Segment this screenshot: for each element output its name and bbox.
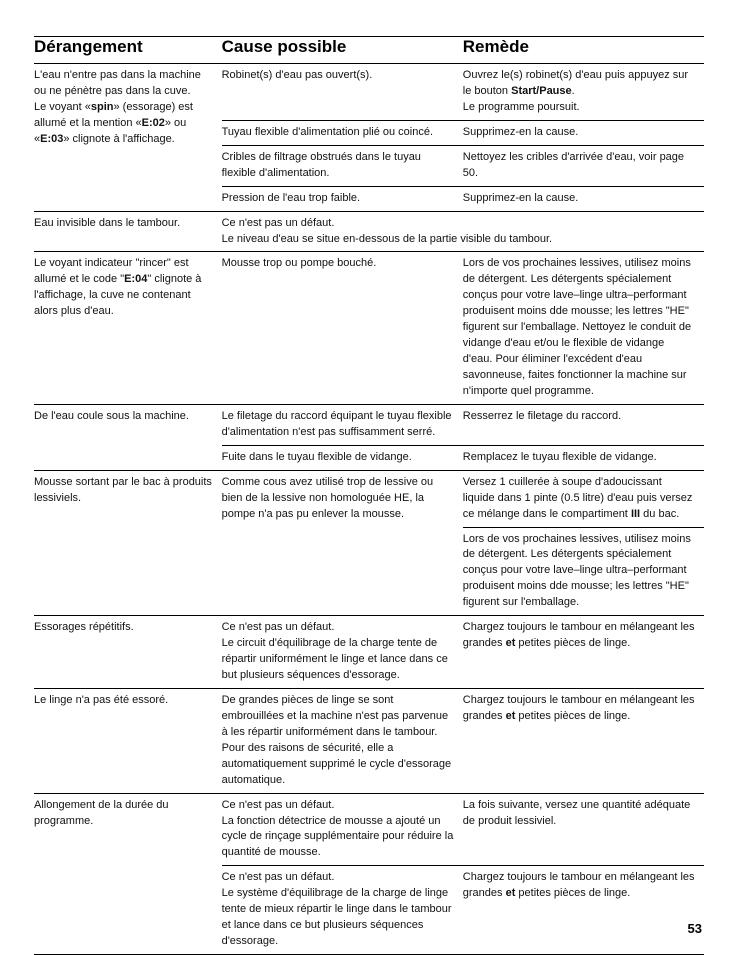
cause-cell: Fuite dans le tuyau flexible de vidange. bbox=[222, 445, 463, 470]
fault-cell: De l'eau coule sous la machine. bbox=[34, 404, 222, 470]
fault-cell: L'eau n'entre pas dans la machine ou ne … bbox=[34, 64, 222, 212]
troubleshooting-table: Dérangement Cause possible Remède L'eau … bbox=[34, 36, 704, 955]
col-header-fault: Dérangement bbox=[34, 37, 222, 64]
table-row: Mousse sortant par le bac à produits les… bbox=[34, 470, 704, 527]
fault-cell: Mousse sortant par le bac à produits les… bbox=[34, 470, 222, 616]
cause-cell: Ce n'est pas un défaut. Le système d'équ… bbox=[222, 866, 463, 955]
cause-cell: Ce n'est pas un défaut. La fonction déte… bbox=[222, 793, 463, 866]
table-header-row: Dérangement Cause possible Remède bbox=[34, 37, 704, 64]
fault-cell: Le voyant indicateur "rincer" est allumé… bbox=[34, 252, 222, 404]
cause-cell: Comme cous avez utilisé trop de lessive … bbox=[222, 470, 463, 616]
cause-cell: Mousse trop ou pompe bouché. bbox=[222, 252, 463, 404]
cause-cell: De grandes pièces de linge se sont embro… bbox=[222, 688, 463, 793]
remedy-cell: Supprimez-en la cause. bbox=[463, 186, 704, 211]
fault-cell: Essorages répétitifs. bbox=[34, 616, 222, 689]
cause-remedy-cell: Ce n'est pas un défaut. Le niveau d'eau … bbox=[222, 211, 704, 252]
page: Dérangement Cause possible Remède L'eau … bbox=[0, 0, 738, 954]
cause-cell: Pression de l'eau trop faible. bbox=[222, 186, 463, 211]
cause-cell: Tuyau flexible d'alimentation plié ou co… bbox=[222, 120, 463, 145]
col-header-remedy: Remède bbox=[463, 37, 704, 64]
remedy-cell: Resserrez le filetage du raccord. bbox=[463, 404, 704, 445]
fault-cell: Allongement de la durée du programme. bbox=[34, 793, 222, 954]
fault-cell: Le linge n'a pas été essoré. bbox=[34, 688, 222, 793]
table-row: De l'eau coule sous la machine. Le filet… bbox=[34, 404, 704, 445]
remedy-cell: Supprimez-en la cause. bbox=[463, 120, 704, 145]
cause-cell: Robinet(s) d'eau pas ouvert(s). bbox=[222, 64, 463, 121]
table-row: L'eau n'entre pas dans la machine ou ne … bbox=[34, 64, 704, 121]
remedy-cell: Nettoyez les cribles d'arrivée d'eau, vo… bbox=[463, 145, 704, 186]
fault-cell: Eau invisible dans le tambour. bbox=[34, 211, 222, 252]
remedy-cell: Chargez toujours le tambour en mélangean… bbox=[463, 688, 704, 793]
remedy-cell: Versez 1 cuillerée à soupe d'adoucissant… bbox=[463, 470, 704, 527]
table-row: Le linge n'a pas été essoré. De grandes … bbox=[34, 688, 704, 793]
remedy-cell: Lors de vos prochaines lessives, utilise… bbox=[463, 527, 704, 616]
remedy-cell: Ouvrez le(s) robinet(s) d'eau puis appuy… bbox=[463, 64, 704, 121]
cause-cell: Ce n'est pas un défaut. Le circuit d'équ… bbox=[222, 616, 463, 689]
table-row: Eau invisible dans le tambour. Ce n'est … bbox=[34, 211, 704, 252]
table-row: Allongement de la durée du programme. Ce… bbox=[34, 793, 704, 866]
col-header-cause: Cause possible bbox=[222, 37, 463, 64]
page-number: 53 bbox=[688, 921, 702, 936]
remedy-cell: La fois suivante, versez une quantité ad… bbox=[463, 793, 704, 866]
remedy-cell: Remplacez le tuyau flexible de vidange. bbox=[463, 445, 704, 470]
table-row: Essorages répétitifs. Ce n'est pas un dé… bbox=[34, 616, 704, 689]
table-row: Le voyant indicateur "rincer" est allumé… bbox=[34, 252, 704, 404]
cause-cell: Le filetage du raccord équipant le tuyau… bbox=[222, 404, 463, 445]
remedy-cell: Lors de vos prochaines lessives, utilise… bbox=[463, 252, 704, 404]
remedy-cell: Chargez toujours le tambour en mélangean… bbox=[463, 616, 704, 689]
cause-cell: Cribles de filtrage obstrués dans le tuy… bbox=[222, 145, 463, 186]
remedy-cell: Chargez toujours le tambour en mélangean… bbox=[463, 866, 704, 955]
